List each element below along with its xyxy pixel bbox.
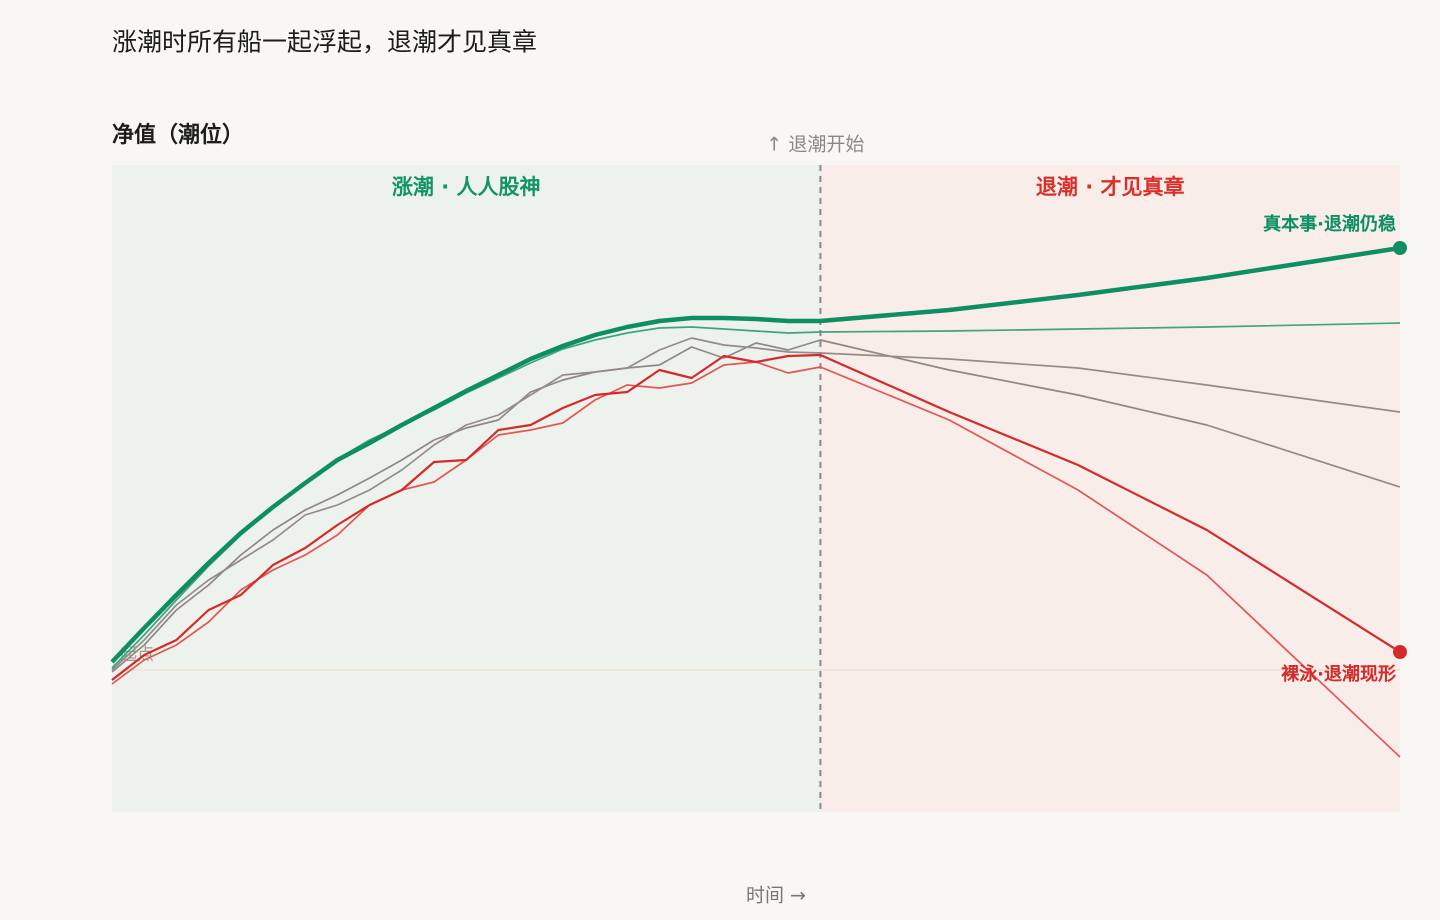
x-axis-label: 时间 →: [746, 885, 806, 907]
rise-region: [112, 165, 821, 812]
series-line: [111, 353, 1401, 681]
y-axis-label: 净值（潮位）: [112, 122, 244, 148]
fall-label: 退潮 · 才见真章: [1036, 175, 1185, 199]
legend-label: 真本事·退潮仍稳: [1263, 213, 1396, 235]
series-line: [110, 245, 1401, 664]
series-line: [111, 339, 1401, 673]
chart-title: 涨潮时所有船一起浮起，退潮才见真章: [112, 28, 537, 57]
split-label: ↑ 退潮开始: [766, 134, 864, 156]
rise-label: 涨潮 · 人人股神: [392, 175, 541, 199]
end-dot: [1393, 645, 1407, 659]
end-dot: [1393, 241, 1407, 255]
series-line: [111, 337, 1401, 671]
legend-label: 裸泳·退潮现形: [1281, 663, 1396, 685]
fall-region: [820, 165, 1400, 812]
series-line: [111, 361, 1401, 758]
